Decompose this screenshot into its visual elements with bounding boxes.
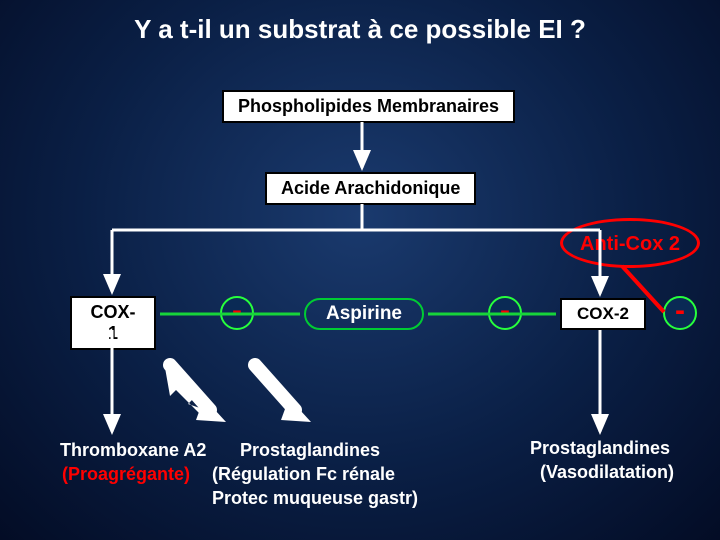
node-anticox: Anti-Cox 2 <box>560 218 700 268</box>
node-phospholipides: Phospholipides Membranaires <box>222 90 515 123</box>
node-cox2: COX-2 <box>560 298 646 330</box>
minus-marker: - <box>220 296 254 330</box>
minus-marker: - <box>663 296 697 330</box>
node-acide: Acide Arachidonique <box>265 172 476 205</box>
prostaglandines2-label: Prostaglandines <box>530 438 670 459</box>
proagregante-label: (Proagrégante) <box>62 464 190 485</box>
vasodilatation-label: (Vasodilatation) <box>540 462 674 483</box>
protec-muqueuse-label: Protec muqueuse gastr) <box>212 488 418 509</box>
minus-marker: - <box>488 296 522 330</box>
prostaglandines-label: Prostaglandines <box>240 440 380 461</box>
page-title: Y a t-il un substrat à ce possible EI ? <box>0 14 720 45</box>
fat-arrow-icon <box>164 362 212 418</box>
thromboxane-label: Thromboxane A2 <box>60 440 206 461</box>
node-cox1: COX-1 <box>70 296 156 350</box>
node-aspirine: Aspirine <box>304 298 424 330</box>
regulation-fc-label: (Régulation Fc rénale <box>212 464 395 485</box>
